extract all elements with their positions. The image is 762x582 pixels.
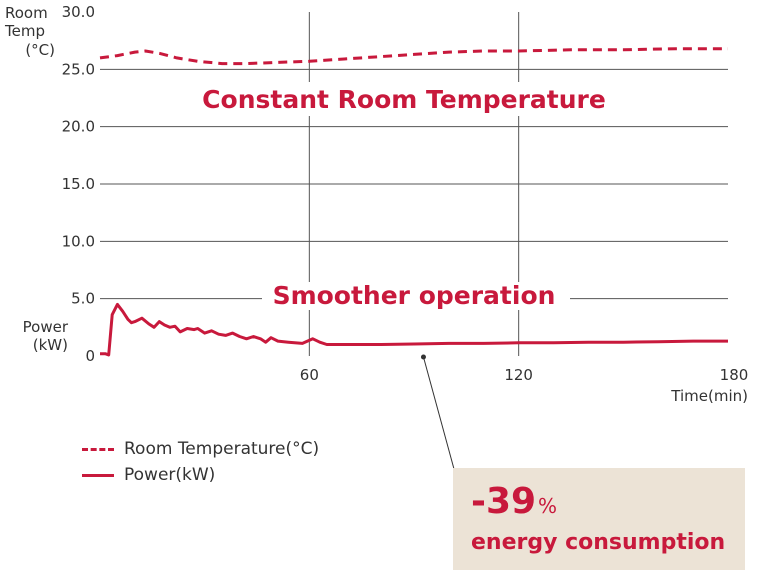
y-tick-label: 20.0 [62, 118, 95, 136]
legend-swatch-solid [82, 473, 114, 477]
y-axis-title: Temp [4, 22, 45, 40]
chart-grid [100, 12, 728, 356]
legend: Room Temperature(°C) Power(kW) [82, 436, 319, 488]
chart-annotation: Smoother operation [273, 281, 556, 310]
power-axis-title: (kW) [33, 336, 68, 354]
y-tick-label: 30.0 [62, 3, 95, 21]
callout-value-line: -39% [471, 480, 745, 528]
y-axis-title: Room [5, 4, 48, 22]
x-tick-label: 120 [504, 366, 533, 384]
x-tick-label: 180 [720, 366, 749, 384]
callout-text: energy consumption [471, 530, 726, 555]
callout-unit: % [538, 494, 558, 518]
y-tick-labels: 0 5.0 10.0 15.0 20.0 25.0 30.0 [62, 3, 95, 365]
legend-item-power: Power(kW) [82, 462, 319, 488]
power-axis-title: Power [23, 318, 69, 336]
x-tick-label: 60 [300, 366, 319, 384]
chart-annotations: Constant Room Temperature Smoother operat… [202, 85, 606, 310]
y-tick-label: 0 [85, 347, 95, 365]
legend-item-room-temperature: Room Temperature(°C) [82, 436, 319, 462]
y-axis-title: (°C) [25, 41, 55, 59]
power-line [100, 302, 728, 357]
y-tick-label: 15.0 [62, 175, 95, 193]
chart-series [99, 47, 728, 357]
legend-swatch-dashed [82, 447, 114, 451]
y-tick-label: 25.0 [62, 60, 95, 78]
room-temperature-line [99, 47, 728, 66]
legend-label: Room Temperature(°C) [124, 439, 320, 459]
chart-annotation: Constant Room Temperature [202, 85, 606, 114]
y-tick-label: 5.0 [71, 290, 95, 308]
legend-label: Power(kW) [124, 465, 216, 485]
pointer-line [422, 356, 455, 470]
y-tick-label: 10.0 [62, 232, 95, 250]
callout-pointer [420, 354, 455, 470]
x-axis-title: Time(min) [670, 387, 748, 405]
energy-callout: -39% energy consumption [453, 468, 745, 570]
callout-value: -39 [471, 481, 537, 522]
x-tick-labels: 60 120 180 [300, 366, 749, 384]
